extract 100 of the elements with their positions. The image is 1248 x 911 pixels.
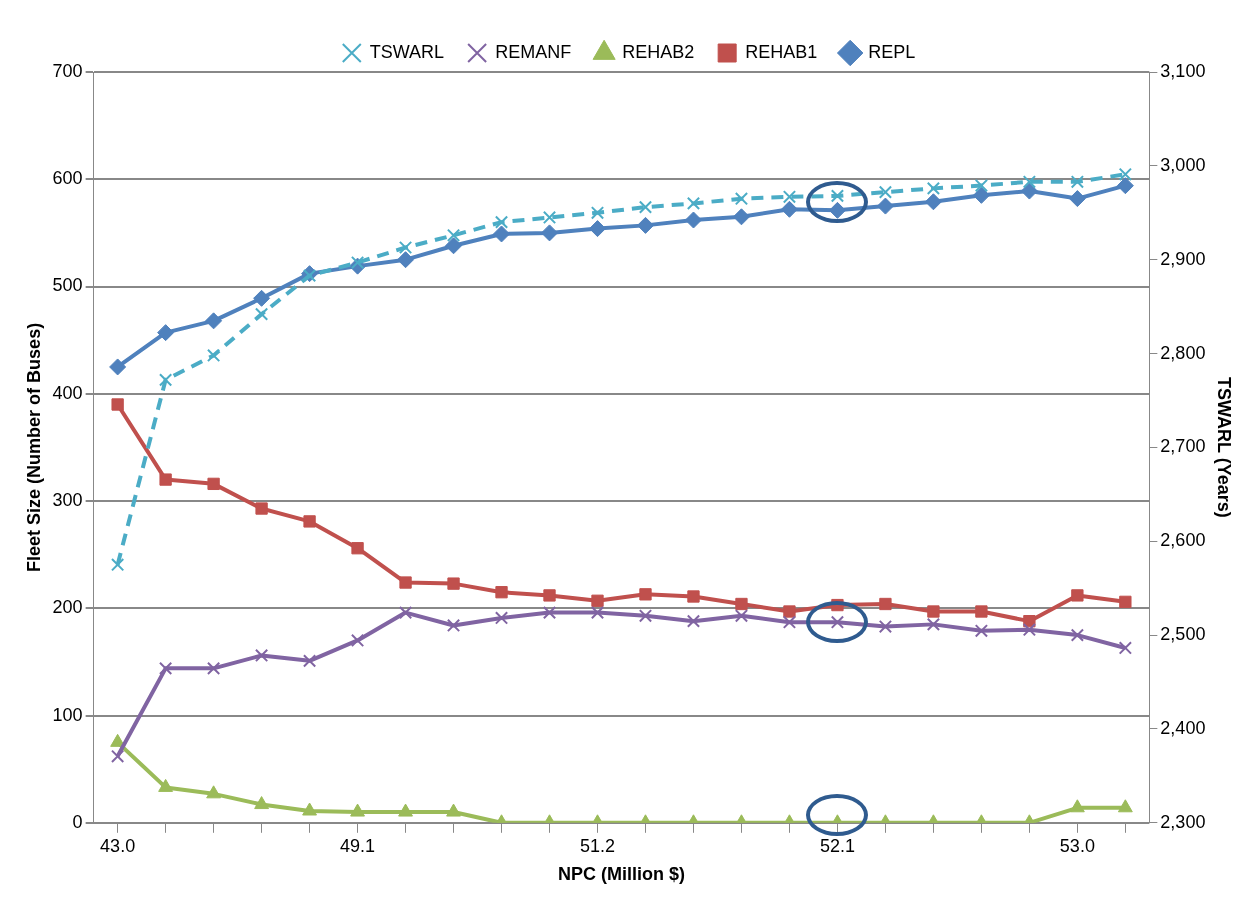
point bbox=[686, 196, 701, 211]
point bbox=[782, 615, 797, 629]
point bbox=[1068, 190, 1086, 208]
point bbox=[543, 589, 556, 602]
y2-tick-label: 2,300 bbox=[1160, 811, 1206, 832]
point bbox=[830, 615, 845, 629]
point bbox=[254, 796, 270, 810]
point bbox=[495, 586, 508, 599]
point bbox=[975, 605, 988, 618]
y-tick-label: 100 bbox=[52, 704, 83, 725]
point bbox=[1071, 589, 1084, 602]
point bbox=[876, 197, 894, 215]
y-tick-label: 200 bbox=[52, 597, 83, 618]
point bbox=[1118, 641, 1133, 655]
point bbox=[687, 590, 700, 603]
point bbox=[1117, 799, 1133, 813]
point bbox=[972, 186, 990, 204]
y2-tick-label: 2,900 bbox=[1160, 248, 1206, 269]
point bbox=[1022, 623, 1037, 637]
point bbox=[350, 255, 365, 270]
point bbox=[398, 605, 413, 620]
y-tick-label: 600 bbox=[52, 168, 83, 189]
point bbox=[783, 605, 796, 618]
point bbox=[639, 588, 652, 601]
point bbox=[397, 251, 415, 269]
point bbox=[1070, 628, 1085, 642]
x-tick-label: 43.0 bbox=[100, 835, 136, 856]
point bbox=[206, 661, 221, 676]
legend-label: REPL bbox=[868, 41, 916, 62]
y-axis-title: Fleet Size (Number of Buses) bbox=[23, 322, 44, 572]
point bbox=[638, 609, 653, 623]
point bbox=[158, 661, 173, 676]
y-tick-label: 300 bbox=[52, 490, 83, 510]
point bbox=[110, 749, 125, 763]
point bbox=[780, 200, 798, 218]
point bbox=[157, 324, 175, 342]
point bbox=[398, 803, 413, 817]
point bbox=[1119, 595, 1132, 609]
point bbox=[398, 240, 413, 255]
point bbox=[830, 189, 845, 203]
point bbox=[590, 605, 605, 620]
point bbox=[303, 515, 316, 528]
point bbox=[350, 633, 365, 648]
point bbox=[636, 216, 654, 234]
legend-label: REHAB1 bbox=[745, 41, 818, 62]
y-tick-label: 0 bbox=[72, 811, 83, 832]
point bbox=[638, 200, 653, 214]
point bbox=[494, 611, 509, 625]
point bbox=[158, 373, 173, 387]
point bbox=[1116, 177, 1134, 195]
point bbox=[732, 208, 750, 226]
point bbox=[494, 215, 509, 229]
point bbox=[590, 206, 605, 220]
point bbox=[879, 597, 892, 611]
point bbox=[446, 618, 461, 633]
point bbox=[1070, 175, 1085, 189]
point bbox=[542, 210, 557, 225]
point bbox=[493, 225, 511, 243]
point bbox=[686, 614, 701, 628]
point bbox=[589, 220, 606, 238]
point bbox=[255, 502, 268, 515]
x-tick-label: 53.0 bbox=[1059, 835, 1095, 856]
point bbox=[253, 289, 271, 307]
point bbox=[205, 312, 223, 330]
point bbox=[591, 594, 604, 607]
point bbox=[926, 181, 941, 196]
point bbox=[109, 358, 127, 376]
point bbox=[110, 558, 125, 572]
y2-axis-title: TSWARL (Years) bbox=[1214, 377, 1235, 518]
y2-tick-label: 3,100 bbox=[1160, 60, 1206, 81]
point bbox=[446, 803, 461, 817]
point bbox=[541, 224, 559, 242]
point bbox=[735, 597, 748, 611]
point bbox=[927, 605, 940, 618]
legend-label: REHAB2 bbox=[622, 41, 695, 62]
point bbox=[302, 802, 317, 816]
point bbox=[445, 237, 463, 255]
point bbox=[447, 577, 460, 590]
point bbox=[926, 617, 941, 632]
x-tick-label: 52.1 bbox=[819, 835, 855, 856]
y2-tick-label: 2,600 bbox=[1160, 530, 1206, 551]
y2-tick-label: 2,700 bbox=[1160, 436, 1206, 457]
point bbox=[1020, 182, 1038, 200]
point bbox=[1022, 175, 1037, 189]
point bbox=[542, 605, 557, 620]
point bbox=[974, 624, 989, 638]
point bbox=[206, 785, 222, 799]
y-tick-label: 500 bbox=[52, 275, 83, 296]
legend-label: TSWARL bbox=[369, 41, 445, 62]
point bbox=[159, 473, 172, 486]
point bbox=[399, 576, 412, 589]
point bbox=[110, 733, 126, 747]
point bbox=[734, 609, 749, 623]
y-tick-label: 400 bbox=[52, 382, 83, 403]
point bbox=[207, 477, 220, 491]
point bbox=[878, 619, 893, 634]
y2-tick-label: 2,500 bbox=[1160, 624, 1206, 645]
point bbox=[924, 193, 942, 211]
point bbox=[684, 211, 702, 229]
y-tick-label: 700 bbox=[52, 60, 83, 81]
